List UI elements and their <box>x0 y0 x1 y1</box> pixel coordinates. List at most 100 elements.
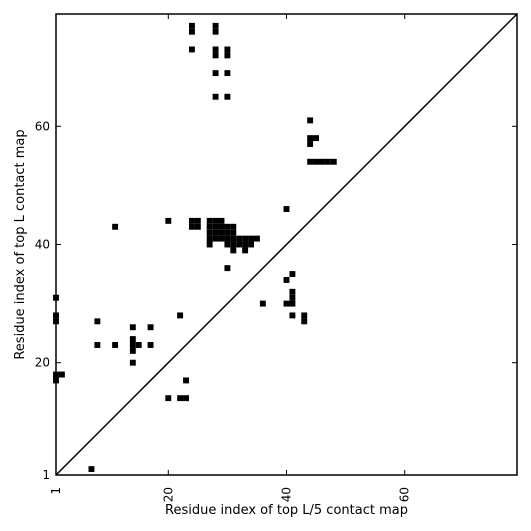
contact-cell-lower <box>283 206 290 212</box>
contact-cell-upper <box>212 235 219 242</box>
contact-cell-lower <box>135 342 142 348</box>
contact-cell-upper <box>212 217 219 224</box>
contact-cell-upper <box>230 235 237 242</box>
contact-cell-upper <box>212 46 219 53</box>
contact-cell-upper <box>313 158 320 165</box>
contact-cell-upper <box>212 229 219 236</box>
contact-cell-upper <box>324 158 331 165</box>
y-tick-label: 1 <box>42 468 50 482</box>
contact-cell-upper <box>224 265 231 272</box>
contact-cell-upper <box>206 241 213 248</box>
contact-cell-upper <box>206 229 213 236</box>
y-tick-label: 60 <box>35 119 50 133</box>
contact-cell-lower <box>283 300 290 307</box>
contact-cell-upper <box>212 52 219 59</box>
contact-cell-lower <box>129 342 136 348</box>
contact-cell-upper <box>206 223 213 230</box>
contact-cell-upper <box>230 241 237 248</box>
diagonal-line <box>55 13 518 476</box>
contact-cell-upper <box>188 217 195 224</box>
contact-cell-upper <box>218 235 225 242</box>
contact-cell-lower <box>165 217 172 224</box>
x-axis-label: Residue index of top L/5 contact map <box>165 503 408 518</box>
contact-cell-upper <box>212 22 219 29</box>
contact-cell-upper <box>212 28 219 35</box>
contact-cell-lower <box>165 395 172 402</box>
x-tick-label: 60 <box>398 487 412 502</box>
contact-cell-upper <box>319 158 325 165</box>
contact-cell-lower <box>112 342 119 348</box>
contact-cell-upper <box>236 241 243 248</box>
contact-cell-lower <box>94 318 101 325</box>
y-tick-label: 20 <box>35 356 50 370</box>
contact-cell-lower <box>112 223 119 230</box>
contact-cell-lower <box>289 312 296 319</box>
y-tick-label: 40 <box>35 238 50 252</box>
contact-cell-upper <box>230 247 237 254</box>
contact-cell-upper <box>248 241 254 248</box>
contact-cell-upper <box>224 229 231 236</box>
axis-ticks: 1 20 40 60 1 20 40 60 <box>35 14 517 502</box>
contact-cell-lower <box>289 271 296 278</box>
contact-cell-upper <box>194 223 201 230</box>
contact-cell-upper <box>224 241 231 248</box>
contact-cell-upper <box>218 217 225 224</box>
contact-cell-lower <box>129 359 136 366</box>
contact-cell-lower <box>283 277 290 283</box>
contact-cell-upper <box>236 235 243 242</box>
contact-cell-upper <box>188 46 195 53</box>
contact-cell-upper <box>313 135 320 142</box>
contact-cell-upper <box>307 117 314 124</box>
contact-cell-upper <box>307 158 314 165</box>
contact-cell-upper <box>307 135 314 142</box>
contact-cell-upper <box>188 28 195 35</box>
contact-cell-lower <box>177 312 184 319</box>
contact-cell-lower <box>129 336 136 343</box>
contact-cell-upper <box>224 52 231 59</box>
contact-cell-upper <box>224 235 231 242</box>
contact-cell-lower <box>289 300 296 307</box>
contact-cells <box>53 22 337 473</box>
contact-cell-lower <box>88 466 95 473</box>
contact-cell-upper <box>218 223 225 230</box>
contact-cell-upper <box>307 141 314 147</box>
contact-cell-upper <box>242 235 249 242</box>
contact-cell-lower <box>129 324 136 331</box>
contact-cell-upper <box>206 217 213 224</box>
contact-cell-lower <box>147 342 154 348</box>
y-axis-label: Residue index of top L contact map <box>13 129 28 359</box>
contact-cell-upper <box>224 93 231 100</box>
contact-cell-lower <box>301 318 308 325</box>
contact-cell-upper <box>188 223 195 230</box>
contact-cell-lower <box>129 347 136 354</box>
contact-cell-upper <box>224 223 231 230</box>
contact-cell-lower <box>301 312 308 319</box>
contact-cell-upper <box>212 93 219 100</box>
contact-cell-upper <box>330 158 337 165</box>
contact-cell-upper <box>218 229 225 236</box>
contact-cell-lower <box>183 377 189 384</box>
contact-cell-upper <box>224 70 231 77</box>
contact-cell-upper <box>242 247 249 254</box>
contact-cell-lower <box>183 395 189 402</box>
contact-cell-upper <box>212 223 219 230</box>
contact-cell-upper <box>242 241 249 248</box>
contact-cell-upper <box>224 46 231 53</box>
contact-cell-lower <box>94 342 101 348</box>
contact-cell-lower <box>58 371 65 378</box>
x-tick-label: 1 <box>49 487 63 495</box>
contact-cell-upper <box>248 235 254 242</box>
x-tick-label: 40 <box>280 487 294 502</box>
contact-cell-lower <box>177 395 184 402</box>
contact-cell-upper <box>230 223 237 230</box>
contact-cell-upper <box>188 22 195 29</box>
contact-cell-upper <box>230 229 237 236</box>
contact-cell-lower <box>147 324 154 331</box>
x-tick-label: 20 <box>161 487 175 502</box>
contact-cell-lower <box>259 300 266 307</box>
contact-cell-upper <box>212 70 219 77</box>
contact-cell-upper <box>194 217 201 224</box>
contact-cell-lower <box>289 294 296 301</box>
contact-cell-lower <box>289 288 296 295</box>
